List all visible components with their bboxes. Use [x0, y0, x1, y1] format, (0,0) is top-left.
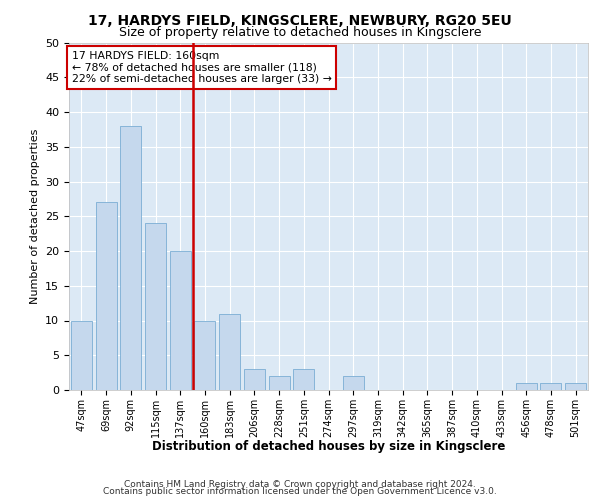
Bar	[293, 369, 314, 390]
Bar	[343, 376, 364, 390]
Bar	[71, 320, 92, 390]
Text: 17 HARDYS FIELD: 160sqm
← 78% of detached houses are smaller (118)
22% of semi-d: 17 HARDYS FIELD: 160sqm ← 78% of detache…	[71, 51, 331, 84]
Bar	[120, 126, 141, 390]
Bar	[95, 202, 116, 390]
Bar	[145, 223, 166, 390]
Bar	[170, 251, 191, 390]
Y-axis label: Number of detached properties: Number of detached properties	[29, 128, 40, 304]
Bar	[244, 369, 265, 390]
Bar	[269, 376, 290, 390]
Bar	[516, 383, 537, 390]
Text: Contains HM Land Registry data © Crown copyright and database right 2024.: Contains HM Land Registry data © Crown c…	[124, 480, 476, 489]
Text: 17, HARDYS FIELD, KINGSCLERE, NEWBURY, RG20 5EU: 17, HARDYS FIELD, KINGSCLERE, NEWBURY, R…	[88, 14, 512, 28]
Bar	[565, 383, 586, 390]
Bar	[219, 314, 240, 390]
Text: Contains public sector information licensed under the Open Government Licence v3: Contains public sector information licen…	[103, 487, 497, 496]
X-axis label: Distribution of detached houses by size in Kingsclere: Distribution of detached houses by size …	[152, 440, 505, 453]
Bar	[541, 383, 562, 390]
Text: Size of property relative to detached houses in Kingsclere: Size of property relative to detached ho…	[119, 26, 481, 39]
Bar	[194, 320, 215, 390]
